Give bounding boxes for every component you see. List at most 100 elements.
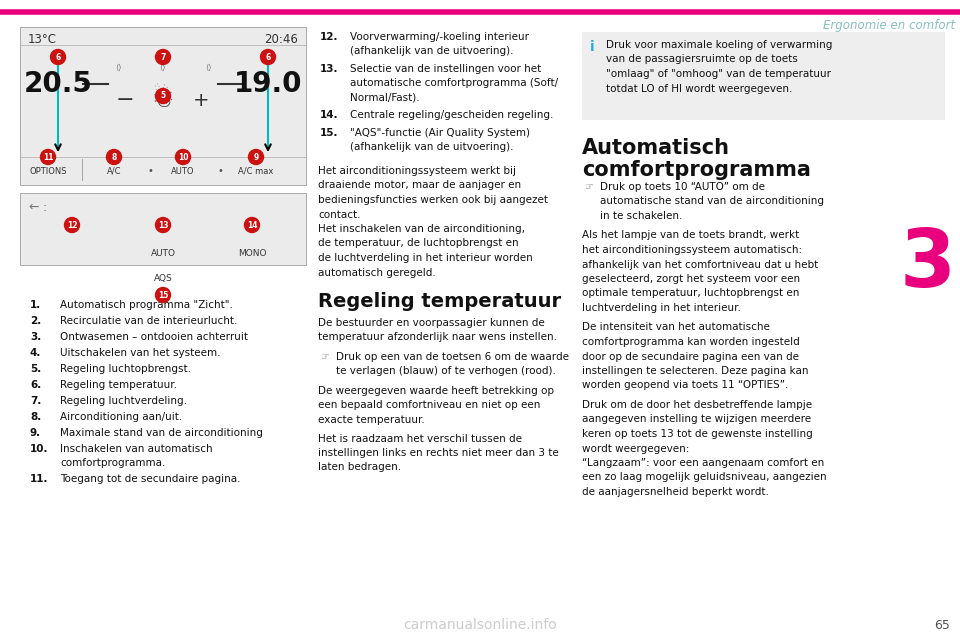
Circle shape <box>260 49 276 65</box>
Text: 4.: 4. <box>30 348 41 358</box>
Text: Automatisch programma "Zicht".: Automatisch programma "Zicht". <box>60 300 233 310</box>
Text: comfortprogramma.: comfortprogramma. <box>60 458 165 468</box>
Text: 8: 8 <box>111 152 117 161</box>
Text: bedieningsfuncties werken ook bij aangezet: bedieningsfuncties werken ook bij aangez… <box>318 195 548 205</box>
Text: afhankelijk van het comfortniveau dat u hebt: afhankelijk van het comfortniveau dat u … <box>582 259 818 269</box>
Text: aangegeven instelling te wijzigen meerdere: aangegeven instelling te wijzigen meerde… <box>582 415 811 424</box>
Text: Centrale regeling/gescheiden regeling.: Centrale regeling/gescheiden regeling. <box>350 111 553 120</box>
Text: AQS: AQS <box>154 275 173 284</box>
Text: comfortprogramma: comfortprogramma <box>582 160 811 180</box>
Text: 10: 10 <box>178 152 188 161</box>
Text: Regeling temperatuur.: Regeling temperatuur. <box>60 380 177 390</box>
Text: 9.: 9. <box>30 428 41 438</box>
Text: Uitschakelen van het systeem.: Uitschakelen van het systeem. <box>60 348 221 358</box>
Text: Als het lampje van de toets brandt, werkt: Als het lampje van de toets brandt, werk… <box>582 230 800 241</box>
Text: geselecteerd, zorgt het systeem voor een: geselecteerd, zorgt het systeem voor een <box>582 274 800 284</box>
Text: ←: ← <box>28 201 38 214</box>
Text: (afhankelijk van de uitvoering).: (afhankelijk van de uitvoering). <box>350 47 514 56</box>
Text: instellingen links en rechts niet meer dan 3 te: instellingen links en rechts niet meer d… <box>318 448 559 458</box>
Text: AUTO: AUTO <box>151 248 176 257</box>
Text: Druk om de door het desbetreffende lampje: Druk om de door het desbetreffende lampj… <box>582 400 812 410</box>
Text: Recirculatie van de interieurlucht.: Recirculatie van de interieurlucht. <box>60 316 237 326</box>
Text: luchtverdeling in het interieur.: luchtverdeling in het interieur. <box>582 303 741 313</box>
Text: instellingen te selecteren. Deze pagina kan: instellingen te selecteren. Deze pagina … <box>582 366 808 376</box>
Text: 6: 6 <box>265 52 271 61</box>
Text: 19.0: 19.0 <box>233 70 302 98</box>
Circle shape <box>156 287 171 303</box>
Text: :: : <box>42 201 46 214</box>
Circle shape <box>156 49 171 65</box>
Circle shape <box>156 218 171 232</box>
Text: 20.5: 20.5 <box>24 70 92 98</box>
Text: de luchtverdeling in het interieur worden: de luchtverdeling in het interieur worde… <box>318 253 533 263</box>
Text: 7: 7 <box>160 52 166 61</box>
Text: MONO: MONO <box>238 248 266 257</box>
Text: AUTO: AUTO <box>171 166 195 175</box>
Text: Selectie van de instellingen voor het: Selectie van de instellingen voor het <box>350 64 541 74</box>
FancyBboxPatch shape <box>582 32 945 120</box>
Text: Regeling luchtverdeling.: Regeling luchtverdeling. <box>60 396 187 406</box>
Text: Voorverwarming/-koeling interieur: Voorverwarming/-koeling interieur <box>350 32 529 42</box>
Text: temperatuur afzonderlijk naar wens instellen.: temperatuur afzonderlijk naar wens inste… <box>318 333 557 342</box>
Text: ☃: ☃ <box>152 88 174 112</box>
Text: Druk voor maximale koeling of verwarming: Druk voor maximale koeling of verwarming <box>606 40 832 50</box>
Text: draaiende motor, maar de aanjager en: draaiende motor, maar de aanjager en <box>318 180 521 191</box>
Text: 15.: 15. <box>320 128 339 138</box>
Text: exacte temperatuur.: exacte temperatuur. <box>318 415 424 425</box>
Text: “Langzaam”: voor een aangenaam comfort en: “Langzaam”: voor een aangenaam comfort e… <box>582 458 825 468</box>
FancyBboxPatch shape <box>20 27 306 185</box>
Text: Maximale stand van de airconditioning: Maximale stand van de airconditioning <box>60 428 263 438</box>
Text: Regeling temperatuur: Regeling temperatuur <box>318 292 562 311</box>
Text: •: • <box>147 166 153 176</box>
Text: keren op toets 13 tot de gewenste instelling: keren op toets 13 tot de gewenste instel… <box>582 429 813 439</box>
FancyBboxPatch shape <box>20 193 306 265</box>
Circle shape <box>176 150 190 164</box>
Text: 1.: 1. <box>30 300 41 310</box>
Text: +: + <box>193 90 209 109</box>
Text: 7.: 7. <box>30 396 41 406</box>
Text: 5.: 5. <box>30 364 41 374</box>
Text: 11.: 11. <box>30 474 49 484</box>
Text: 12.: 12. <box>320 32 339 42</box>
Text: te verlagen (blauw) of te verhogen (rood).: te verlagen (blauw) of te verhogen (rood… <box>336 367 556 376</box>
Text: Ontwasemen – ontdooien achterruit: Ontwasemen – ontdooien achterruit <box>60 332 248 342</box>
Text: 11: 11 <box>43 152 53 161</box>
Text: De weergegeven waarde heeft betrekking op: De weergegeven waarde heeft betrekking o… <box>318 386 554 396</box>
Text: 2.: 2. <box>30 316 41 326</box>
Text: Airconditioning aan/uit.: Airconditioning aan/uit. <box>60 412 182 422</box>
Text: in te schakelen.: in te schakelen. <box>600 211 683 221</box>
Text: "AQS"-functie (Air Quality System): "AQS"-functie (Air Quality System) <box>350 128 530 138</box>
Text: 13: 13 <box>157 221 168 230</box>
Text: automatische stand van de airconditioning: automatische stand van de airconditionin… <box>600 196 824 207</box>
Text: het airconditioningssysteem automatisch:: het airconditioningssysteem automatisch: <box>582 245 803 255</box>
Text: A/C max: A/C max <box>238 166 274 175</box>
Text: Het inschakelen van de airconditioning,: Het inschakelen van de airconditioning, <box>318 224 525 234</box>
Text: •: • <box>217 166 223 176</box>
Text: wordt weergegeven:: wordt weergegeven: <box>582 444 689 454</box>
Text: OPTIONS: OPTIONS <box>29 166 67 175</box>
Text: Druk op toets 10 “AUTO” om de: Druk op toets 10 “AUTO” om de <box>600 182 765 192</box>
Text: 6: 6 <box>56 52 60 61</box>
Text: comfortprogramma kan worden ingesteld: comfortprogramma kan worden ingesteld <box>582 337 800 347</box>
Text: 65: 65 <box>934 619 950 632</box>
Text: worden geopend via toets 11 “OPTIES”.: worden geopend via toets 11 “OPTIES”. <box>582 381 788 390</box>
Text: 15: 15 <box>157 291 168 300</box>
Text: (afhankelijk van de uitvoering).: (afhankelijk van de uitvoering). <box>350 143 514 152</box>
Text: ⟨⟩: ⟨⟩ <box>159 63 166 72</box>
Text: 8.: 8. <box>30 412 41 422</box>
Circle shape <box>64 218 80 232</box>
Circle shape <box>156 88 171 104</box>
Circle shape <box>40 150 56 164</box>
Circle shape <box>107 150 122 164</box>
Text: A/C: A/C <box>107 166 121 175</box>
Text: 13.: 13. <box>320 64 339 74</box>
Text: Het airconditioningssysteem werkt bij: Het airconditioningssysteem werkt bij <box>318 166 516 176</box>
Text: 10.: 10. <box>30 444 49 454</box>
Text: 5: 5 <box>160 92 165 100</box>
Text: contact.: contact. <box>318 209 361 220</box>
Text: ☞: ☞ <box>584 182 592 192</box>
Text: Het is raadzaam het verschil tussen de: Het is raadzaam het verschil tussen de <box>318 433 522 444</box>
Text: de temperatuur, de luchtopbrengst en: de temperatuur, de luchtopbrengst en <box>318 239 518 248</box>
Text: carmanualsonline.info: carmanualsonline.info <box>403 618 557 632</box>
Text: i: i <box>590 40 594 54</box>
